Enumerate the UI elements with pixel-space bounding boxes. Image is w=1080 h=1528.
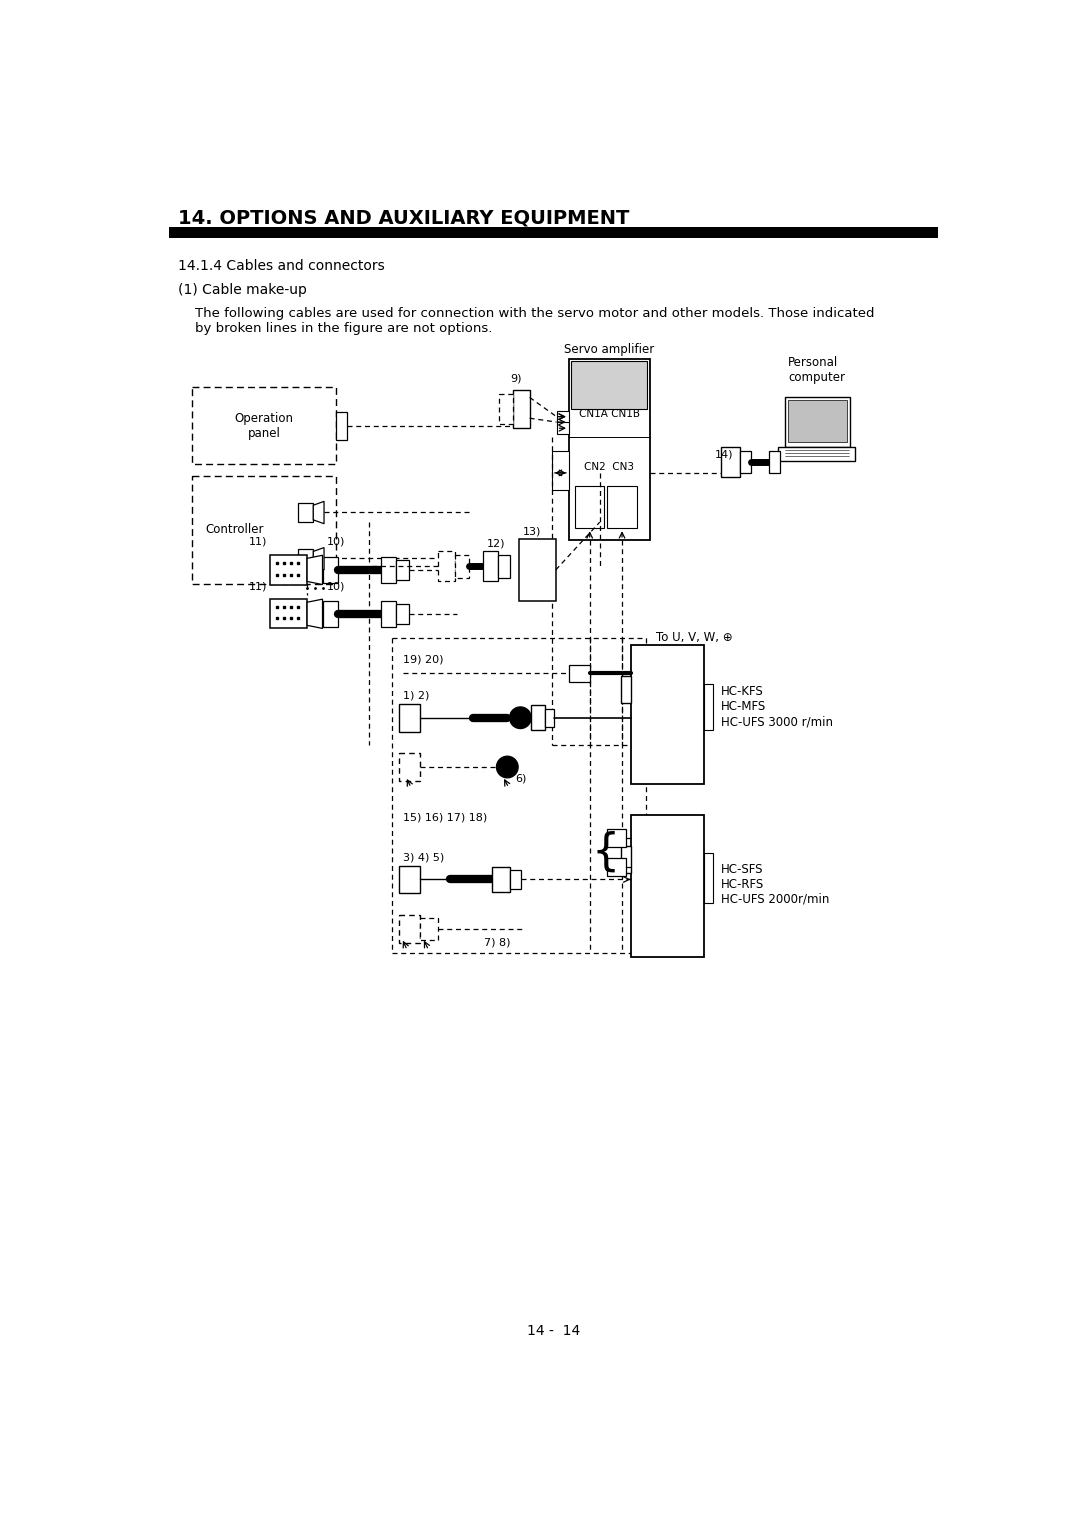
Text: Controller: Controller: [205, 524, 264, 536]
Text: 14 -  14: 14 - 14: [527, 1323, 580, 1337]
Bar: [400, 915, 419, 943]
Text: 7) 8): 7) 8): [484, 937, 511, 947]
Bar: [191, 388, 336, 465]
Bar: [396, 559, 408, 581]
Text: 10): 10): [326, 536, 345, 547]
Bar: [569, 665, 591, 681]
Text: 11): 11): [248, 582, 267, 591]
Bar: [381, 556, 396, 584]
Text: 10): 10): [326, 582, 345, 591]
Bar: [607, 828, 626, 847]
Bar: [784, 397, 850, 448]
Bar: [270, 555, 307, 585]
Bar: [419, 918, 438, 940]
Bar: [381, 601, 396, 626]
Bar: [336, 413, 347, 440]
Bar: [455, 555, 469, 578]
Text: 12): 12): [486, 538, 505, 549]
Text: Servo amplifier: Servo amplifier: [564, 342, 654, 356]
Bar: [704, 853, 713, 903]
Bar: [298, 549, 313, 568]
Text: 13): 13): [523, 526, 541, 536]
Bar: [323, 556, 338, 584]
Text: 19) 20): 19) 20): [403, 654, 444, 665]
Bar: [556, 411, 569, 423]
Bar: [498, 555, 511, 578]
Bar: [779, 448, 855, 461]
Polygon shape: [313, 547, 324, 570]
Bar: [571, 361, 647, 410]
Bar: [721, 446, 740, 477]
Text: 14. OPTIONS AND AUXILIARY EQUIPMENT: 14. OPTIONS AND AUXILIARY EQUIPMENT: [178, 208, 630, 228]
Bar: [621, 677, 631, 703]
Bar: [396, 604, 408, 623]
Bar: [787, 400, 847, 442]
Bar: [621, 845, 631, 872]
Polygon shape: [313, 501, 324, 524]
Bar: [575, 486, 605, 529]
Bar: [499, 394, 513, 423]
Text: The following cables are used for connection with the servo motor and other mode: The following cables are used for connec…: [178, 307, 874, 335]
Text: 6): 6): [515, 775, 526, 784]
Bar: [323, 601, 338, 626]
Bar: [270, 599, 307, 628]
Polygon shape: [307, 599, 323, 628]
Text: Operation
panel: Operation panel: [234, 413, 294, 440]
Bar: [191, 475, 336, 584]
Text: 11): 11): [248, 536, 267, 547]
Bar: [545, 709, 554, 727]
Text: 14): 14): [715, 449, 733, 460]
Bar: [531, 706, 545, 730]
Bar: [631, 645, 704, 784]
Text: CN1A CN1B: CN1A CN1B: [579, 410, 639, 419]
Circle shape: [497, 756, 518, 778]
Bar: [631, 814, 704, 957]
Bar: [400, 753, 419, 781]
Text: Personal
computer: Personal computer: [788, 356, 846, 384]
Bar: [740, 451, 751, 472]
Circle shape: [510, 707, 531, 729]
Text: 1) 2): 1) 2): [403, 691, 430, 701]
Bar: [607, 857, 626, 877]
Bar: [607, 486, 636, 529]
Text: CN2  CN3: CN2 CN3: [584, 461, 634, 472]
Bar: [400, 865, 419, 894]
Bar: [491, 866, 511, 892]
Text: HC-SFS
HC-RFS
HC-UFS 2000r/min: HC-SFS HC-RFS HC-UFS 2000r/min: [720, 863, 829, 906]
Bar: [400, 704, 419, 732]
Text: 14.1.4 Cables and connectors: 14.1.4 Cables and connectors: [178, 258, 384, 274]
Bar: [556, 422, 569, 434]
Bar: [513, 390, 529, 428]
Bar: [704, 685, 713, 730]
Bar: [552, 451, 569, 490]
Bar: [298, 503, 313, 523]
Bar: [483, 552, 498, 581]
Polygon shape: [307, 555, 323, 585]
Text: 9): 9): [511, 373, 522, 384]
Text: (1) Cable make-up: (1) Cable make-up: [178, 283, 307, 296]
Bar: [518, 539, 556, 601]
Bar: [168, 228, 939, 238]
Text: To U, V, W, ⊕: To U, V, W, ⊕: [656, 631, 732, 645]
Text: HC-KFS
HC-MFS
HC-UFS 3000 r/min: HC-KFS HC-MFS HC-UFS 3000 r/min: [720, 686, 833, 729]
Bar: [511, 871, 522, 889]
Text: {: {: [592, 830, 620, 872]
Bar: [569, 359, 650, 539]
Text: 3) 4) 5): 3) 4) 5): [403, 853, 445, 862]
Bar: [769, 451, 780, 472]
Bar: [438, 552, 455, 581]
Text: 15) 16) 17) 18): 15) 16) 17) 18): [403, 813, 487, 822]
